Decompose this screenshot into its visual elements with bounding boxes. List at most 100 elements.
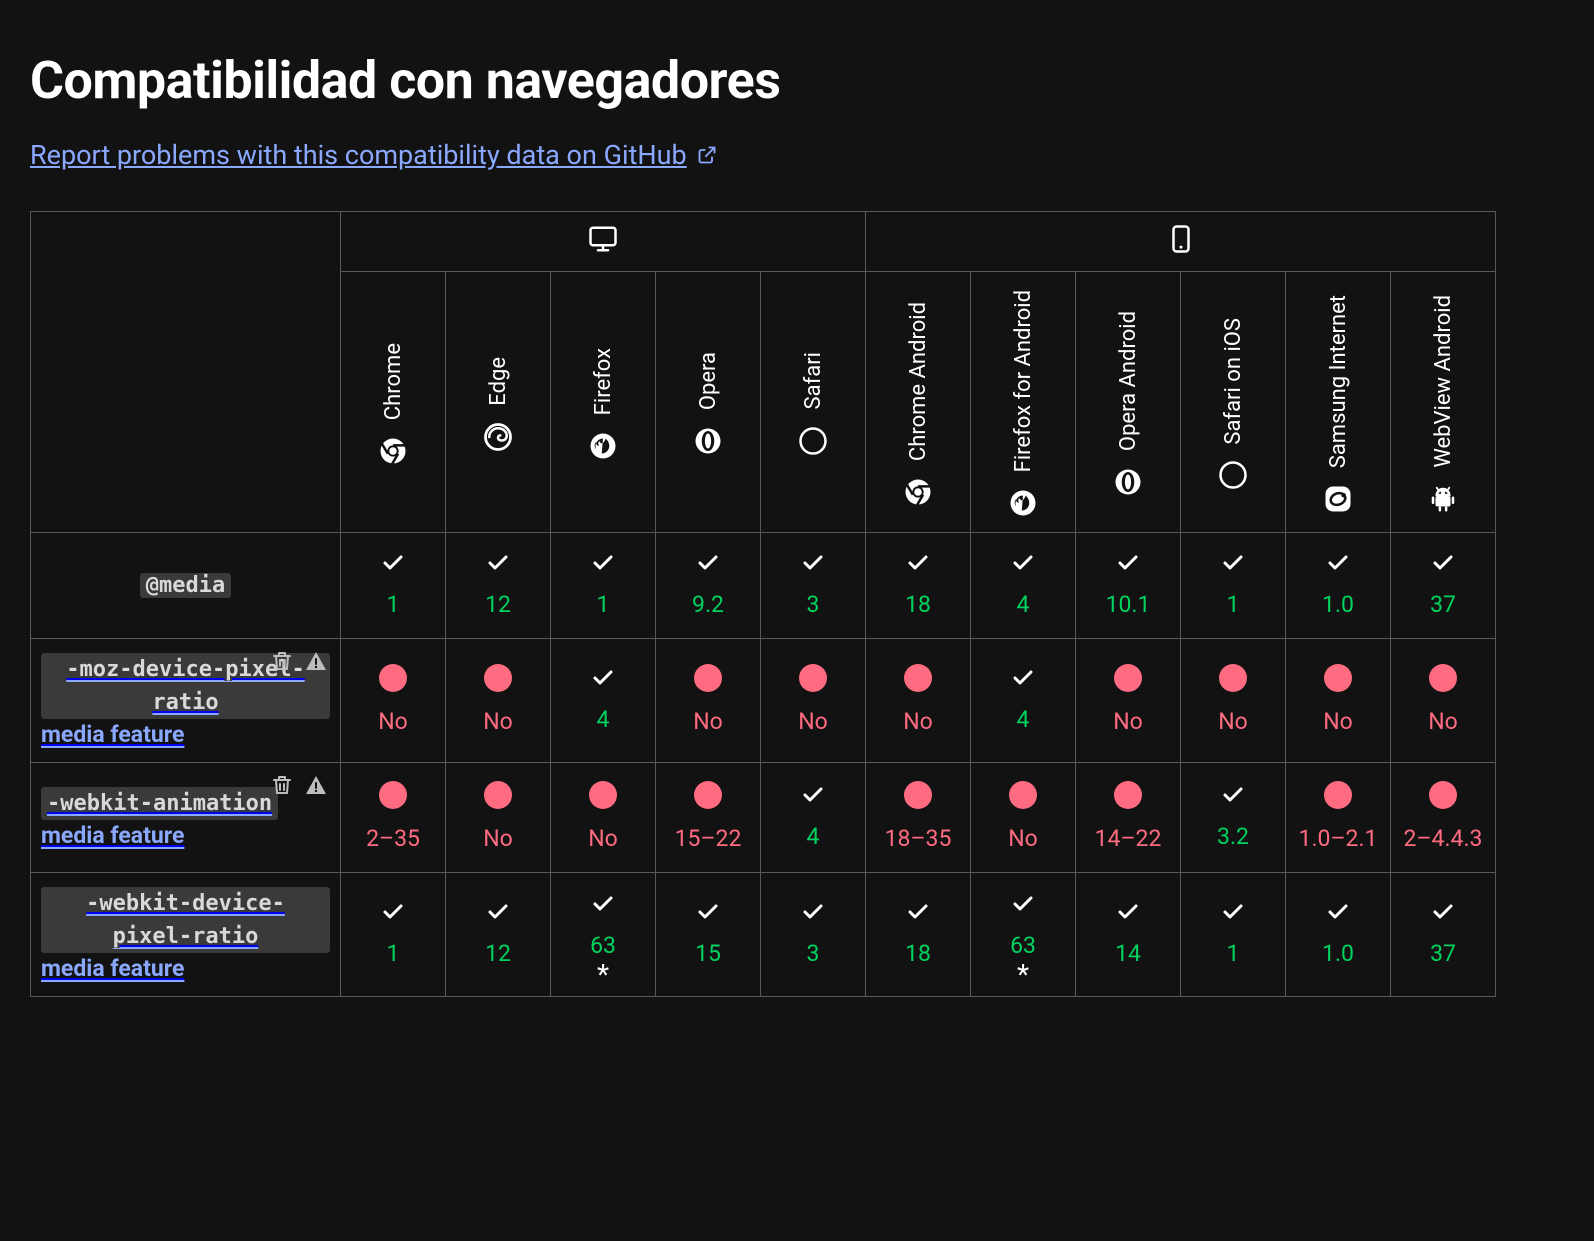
feature-label-webkit_device_pixel_ratio[interactable]: -webkit-device-pixel-ratiomedia feature <box>31 873 341 997</box>
cross-icon <box>694 781 722 809</box>
support-cell[interactable]: 9.2 <box>656 533 761 639</box>
support-cell[interactable]: 14 <box>1076 873 1181 997</box>
support-cell[interactable]: 1.0 <box>1286 873 1391 997</box>
support-cell[interactable]: 4 <box>551 639 656 763</box>
version-label: 3 <box>807 940 820 967</box>
support-cell[interactable]: 18 <box>866 873 971 997</box>
support-cell[interactable]: 15 <box>656 873 761 997</box>
check-icon <box>1116 900 1140 924</box>
support-cell[interactable]: No <box>1181 639 1286 763</box>
cross-icon <box>1219 664 1247 692</box>
support-cell[interactable]: 63* <box>971 873 1076 997</box>
mobile-icon <box>1166 224 1196 254</box>
support-cell[interactable]: No <box>446 639 551 763</box>
support-cell[interactable]: 1 <box>1181 533 1286 639</box>
support-cell[interactable]: 1.0 <box>1286 533 1391 639</box>
support-cell[interactable]: 1 <box>1181 873 1286 997</box>
version-label: 3.2 <box>1217 823 1249 850</box>
support-cell[interactable]: No <box>551 763 656 873</box>
cross-icon <box>1429 781 1457 809</box>
support-cell[interactable]: 18–35 <box>866 763 971 873</box>
cross-icon <box>484 664 512 692</box>
support-cell[interactable]: No <box>1286 639 1391 763</box>
check-icon <box>1431 551 1455 575</box>
version-label: 1 <box>387 591 400 618</box>
version-label: 15 <box>695 940 721 967</box>
support-cell[interactable]: No <box>446 763 551 873</box>
nonstandard-icon <box>304 649 328 673</box>
support-cell[interactable]: 3 <box>761 533 866 639</box>
support-cell[interactable]: No <box>1076 639 1181 763</box>
version-label: 1.0–2.1 <box>1299 825 1378 852</box>
browser-header-opera: Opera <box>656 272 761 533</box>
support-cell[interactable]: No <box>866 639 971 763</box>
browser-name-label: Edge <box>486 357 511 406</box>
cross-icon <box>1429 664 1457 692</box>
browser-name-label: Firefox <box>591 348 616 415</box>
table-row: -webkit-animationmedia feature2–35NoNo15… <box>31 763 1496 873</box>
support-cell[interactable]: No <box>1391 639 1496 763</box>
browser-name-label: Firefox for Android <box>1011 290 1036 472</box>
support-cell[interactable]: 14–22 <box>1076 763 1181 873</box>
browser-name-label: Samsung Internet <box>1326 295 1351 468</box>
feature-plain: media feature <box>41 955 184 982</box>
report-link-text: Report problems with this compatibility … <box>30 139 687 171</box>
check-icon <box>1326 900 1350 924</box>
check-icon <box>1011 551 1035 575</box>
support-cell[interactable]: 1.0–2.1 <box>1286 763 1391 873</box>
version-label: 18 <box>905 940 931 967</box>
cross-icon <box>904 664 932 692</box>
opera-icon <box>1113 467 1143 497</box>
support-cell[interactable]: 4 <box>761 763 866 873</box>
report-link[interactable]: Report problems with this compatibility … <box>30 139 717 171</box>
feature-label-moz_device_pixel_ratio[interactable]: -moz-device-pixel-ratiomedia feature <box>31 639 341 763</box>
support-cell[interactable]: 3 <box>761 873 866 997</box>
support-cell[interactable]: 18 <box>866 533 971 639</box>
version-label: No <box>798 708 828 735</box>
support-cell[interactable]: 3.2 <box>1181 763 1286 873</box>
browser-header-opera_android: Opera Android <box>1076 272 1181 533</box>
browser-name-label: Opera Android <box>1116 311 1141 451</box>
check-icon <box>906 900 930 924</box>
support-cell[interactable]: No <box>656 639 761 763</box>
support-cell[interactable]: No <box>341 639 446 763</box>
support-cell[interactable]: 1 <box>551 533 656 639</box>
feature-code: -webkit-animation <box>41 787 278 820</box>
version-label: No <box>903 708 933 735</box>
version-label: No <box>1323 708 1353 735</box>
support-cell[interactable]: 1 <box>341 533 446 639</box>
support-cell[interactable]: 63* <box>551 873 656 997</box>
feature-label-webkit_animation[interactable]: -webkit-animationmedia feature <box>31 763 341 873</box>
check-icon <box>801 900 825 924</box>
version-label: 4 <box>1017 591 1030 618</box>
version-label: 1.0 <box>1322 940 1354 967</box>
feature-link[interactable]: -webkit-device-pixel-ratiomedia feature <box>41 887 330 982</box>
check-icon <box>591 892 615 916</box>
support-cell[interactable]: 37 <box>1391 873 1496 997</box>
support-cell[interactable]: 2–35 <box>341 763 446 873</box>
deprecated-icon <box>270 773 294 797</box>
check-icon <box>1326 551 1350 575</box>
browser-name-label: Safari <box>801 352 826 409</box>
browser-name-label: Opera <box>696 352 721 410</box>
support-cell[interactable]: 1 <box>341 873 446 997</box>
safari-icon <box>1218 460 1248 490</box>
support-cell[interactable]: 15–22 <box>656 763 761 873</box>
support-cell[interactable]: 4 <box>971 533 1076 639</box>
support-cell[interactable]: 10.1 <box>1076 533 1181 639</box>
support-cell[interactable]: 37 <box>1391 533 1496 639</box>
support-cell[interactable]: 4 <box>971 639 1076 763</box>
support-cell[interactable]: 12 <box>446 873 551 997</box>
support-cell[interactable]: 2–4.4.3 <box>1391 763 1496 873</box>
check-icon <box>591 551 615 575</box>
version-label: 12 <box>485 591 511 618</box>
support-cell[interactable]: 12 <box>446 533 551 639</box>
check-icon <box>801 551 825 575</box>
version-label: 9.2 <box>692 591 724 618</box>
browser-name-label: Chrome Android <box>906 302 931 461</box>
support-cell[interactable]: No <box>761 639 866 763</box>
version-label: No <box>588 825 618 852</box>
firefox-icon <box>1008 488 1038 518</box>
support-cell[interactable]: No <box>971 763 1076 873</box>
opera-icon <box>693 426 723 456</box>
